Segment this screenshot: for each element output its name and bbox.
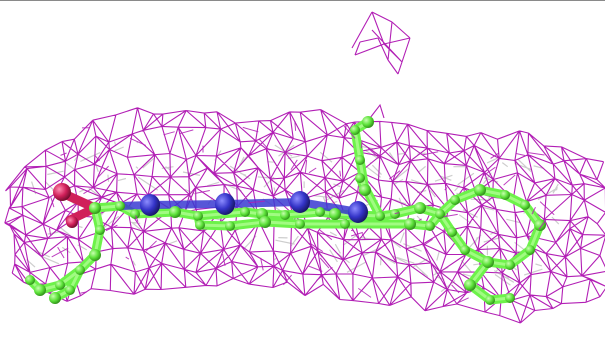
carbon-atom bbox=[500, 190, 510, 200]
carbon-atom bbox=[425, 221, 435, 231]
carbon-atom bbox=[89, 249, 101, 261]
carbon-atom bbox=[350, 125, 360, 135]
carbon-atom bbox=[225, 221, 235, 231]
nitrogen-atom bbox=[348, 201, 368, 223]
nitrogen-atom bbox=[140, 194, 160, 216]
carbon-atom bbox=[505, 260, 515, 270]
carbon-atom bbox=[240, 207, 250, 217]
carbon-atom bbox=[404, 218, 416, 230]
carbon-atom bbox=[34, 284, 46, 296]
carbon-atom bbox=[520, 200, 530, 210]
carbon-atom bbox=[115, 201, 125, 211]
carbon-atom bbox=[355, 173, 365, 183]
oxygen-atom bbox=[53, 183, 71, 201]
carbon-atom bbox=[95, 225, 105, 235]
carbon-bonds-highlight bbox=[28, 120, 542, 302]
carbon-atom bbox=[25, 275, 35, 285]
carbon-atom bbox=[359, 184, 371, 196]
carbon-atom bbox=[280, 210, 290, 220]
carbon-atom bbox=[259, 216, 271, 228]
density-mesh-spike bbox=[369, 103, 385, 119]
carbon-atom bbox=[75, 265, 85, 275]
carbon-atom bbox=[329, 208, 341, 220]
density-mesh-fragment bbox=[351, 11, 411, 75]
carbon-atom bbox=[355, 155, 365, 165]
nitrogen-atom bbox=[290, 191, 310, 213]
electron-density-mesh-front bbox=[49, 121, 555, 304]
carbon-atom bbox=[65, 285, 75, 295]
carbon-atom bbox=[447, 227, 457, 237]
carbon-atom bbox=[49, 292, 61, 304]
carbon-atom bbox=[474, 184, 486, 196]
carbon-atom bbox=[525, 245, 535, 255]
ligand-atoms bbox=[25, 116, 546, 305]
electron-density-mesh bbox=[4, 11, 605, 324]
carbon-atom bbox=[464, 279, 476, 291]
nitrogen-atom bbox=[215, 193, 235, 215]
carbon-atom bbox=[450, 195, 460, 205]
carbon-atom bbox=[89, 202, 101, 214]
carbon-atom bbox=[340, 219, 350, 229]
carbon-atom bbox=[362, 116, 374, 128]
carbon-atom bbox=[193, 211, 203, 221]
carbon-atom bbox=[460, 245, 470, 255]
carbon-atom bbox=[435, 209, 445, 219]
carbon-atom bbox=[295, 219, 305, 229]
carbon-atom bbox=[55, 280, 65, 290]
carbon-atom bbox=[195, 220, 205, 230]
carbon-atom bbox=[414, 202, 426, 214]
carbon-atom bbox=[485, 295, 495, 305]
carbon-atom bbox=[534, 219, 546, 231]
density-mesh-front-lines bbox=[49, 121, 555, 304]
carbon-atom bbox=[315, 207, 325, 217]
carbon-atom bbox=[130, 209, 140, 219]
carbon-atom bbox=[375, 211, 385, 221]
viewport-top-border bbox=[0, 0, 605, 1]
carbon-atom bbox=[169, 206, 181, 218]
oxygen-atom bbox=[66, 216, 78, 228]
carbon-atom bbox=[505, 293, 515, 303]
carbon-atom bbox=[482, 256, 494, 268]
